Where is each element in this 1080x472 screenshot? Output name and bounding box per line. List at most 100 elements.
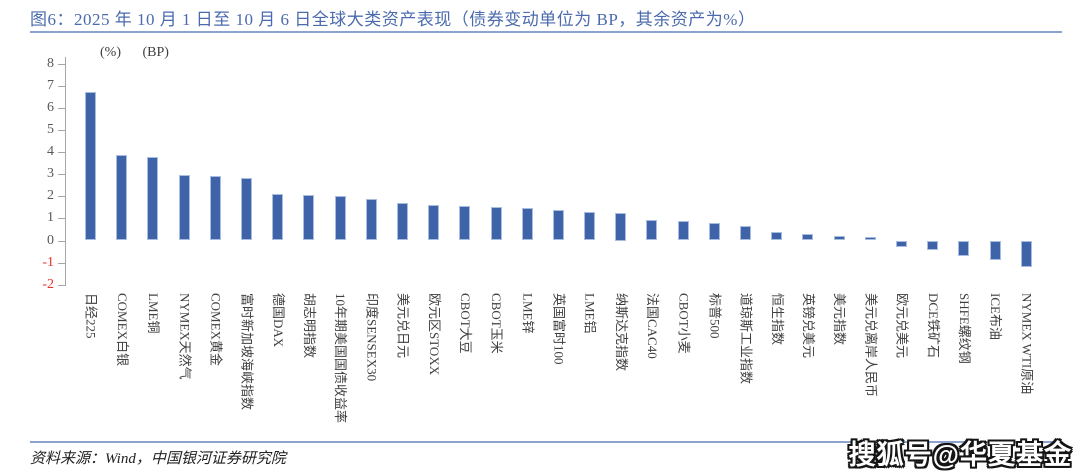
y-tick-label: 3 <box>47 166 54 182</box>
bar <box>895 240 907 248</box>
axis-unit-labels: (%) (BP) <box>100 45 169 61</box>
x-label-column: 富时新加坡海峡指数 <box>231 293 262 410</box>
x-axis-label: 欧元兑美元 <box>894 293 910 359</box>
bar <box>272 194 284 241</box>
bar-column <box>636 55 667 287</box>
bar <box>708 222 720 241</box>
y-tick-mark <box>58 262 65 264</box>
bar <box>584 211 596 241</box>
source-note: 资料来源：Wind，中国银河证券研究院 <box>30 451 286 467</box>
y-tick-mark <box>58 218 65 220</box>
x-axis-label: 美元指数 <box>832 293 848 346</box>
x-axis-label: ICE布油 <box>988 293 1004 340</box>
bar-column <box>231 55 262 287</box>
x-axis-label: 富时新加坡海峡指数 <box>239 293 255 411</box>
y-tick-label: 4 <box>47 144 54 160</box>
x-label-column: LME锌 <box>512 293 543 333</box>
bar <box>771 231 783 241</box>
x-axis-labels: 日经225 COMEX白银 LME铜 NYMEX天然气 COMEX黄金 富时新加坡海峡指数… <box>75 293 1042 423</box>
bar <box>178 175 190 241</box>
x-axis-label: COMEX白银 <box>114 293 130 366</box>
bar-column <box>169 55 200 287</box>
y-tick-label: 7 <box>47 77 54 93</box>
bar <box>646 219 658 241</box>
bar-column <box>75 55 106 287</box>
bar <box>802 233 814 241</box>
x-axis-label: 恒生指数 <box>769 293 785 346</box>
bar <box>241 177 253 241</box>
bar-column <box>356 55 387 287</box>
bar <box>677 220 689 241</box>
x-label-column: 印度SENSEX30 <box>356 293 387 381</box>
x-axis-label: 胡志明指数 <box>302 293 318 359</box>
y-tick-mark <box>58 130 65 131</box>
x-label-column: 道琼斯工业指数 <box>730 293 761 384</box>
x-axis-label: 美元兑离岸人民币 <box>863 293 879 398</box>
x-axis-label: COMEX黄金 <box>208 293 224 366</box>
x-label-column: 美元兑日元 <box>387 293 418 358</box>
bar <box>459 206 471 241</box>
bar <box>740 226 752 241</box>
x-label-column: SHFE螺纹钢 <box>948 293 979 364</box>
y-tick-mark <box>58 63 65 65</box>
bar-column <box>325 55 356 287</box>
x-axis-label: 标普500 <box>707 293 723 339</box>
bar-column <box>106 55 137 287</box>
y-axis <box>65 57 66 286</box>
y-tick-label: -1 <box>42 254 54 270</box>
bar-column <box>449 55 480 287</box>
x-axis-label: 欧元区STOXX <box>426 293 442 376</box>
x-axis-label: CBOT大豆 <box>457 293 473 354</box>
y-tick-mark <box>58 284 65 286</box>
x-label-column: 英国富时100 <box>543 293 574 365</box>
sohu-watermark: 搜狐号@华夏基金 <box>848 440 1072 470</box>
y-tick-label: 2 <box>47 188 54 204</box>
y-tick-mark <box>58 174 65 176</box>
x-label-column: NYMEX WTI原油 <box>1011 293 1042 394</box>
x-label-column: LME铝 <box>574 293 605 333</box>
y-tick-label: 0 <box>47 232 54 248</box>
x-label-column: 纳斯达克指数 <box>605 293 636 371</box>
y-tick-mark <box>58 240 65 242</box>
x-label-column: DCE铁矿石 <box>917 293 948 358</box>
bar <box>428 205 440 241</box>
bar-column <box>886 55 917 287</box>
bar-column <box>792 55 823 287</box>
y-tick-mark <box>58 152 65 154</box>
x-label-column: ICE布油 <box>979 293 1010 340</box>
bar-column <box>824 55 855 287</box>
bar-column <box>979 55 1010 287</box>
x-axis-label: CBOT小麦 <box>676 293 692 354</box>
x-axis-label: LME锌 <box>520 293 536 334</box>
x-label-column: CBOT玉米 <box>480 293 511 354</box>
x-label-column: 美元指数 <box>824 293 855 345</box>
x-axis-label: NYMEX天然气 <box>177 293 193 380</box>
y-tick-label: 5 <box>47 122 54 137</box>
x-label-column: 10年期美国国债收益率 <box>325 293 356 423</box>
bar <box>989 240 1001 261</box>
footer-divider <box>30 441 1062 443</box>
bar-column <box>137 55 168 287</box>
x-label-column: 日经225 <box>75 293 106 339</box>
bar <box>85 92 97 241</box>
x-axis-label: 日经225 <box>83 293 99 339</box>
x-label-column: 恒生指数 <box>761 293 792 345</box>
x-label-column: 标普500 <box>699 293 730 339</box>
bar <box>116 155 128 241</box>
bar <box>1020 240 1032 268</box>
x-axis-label: 英镑兑美元 <box>801 293 817 359</box>
bar-column <box>917 55 948 287</box>
x-label-column: COMEX黄金 <box>200 293 231 366</box>
bar-column <box>761 55 792 287</box>
x-label-column: CBOT大豆 <box>449 293 480 354</box>
bar-column <box>200 55 231 287</box>
figure-title: 图6：2025 年 10 月 1 日至 10 月 6 日全球大类资产表现（债券变… <box>30 10 756 29</box>
bar <box>396 202 408 241</box>
y-tick-mark <box>58 196 65 198</box>
unit-label-bp: (BP) <box>142 45 169 60</box>
x-label-column: 美元兑离岸人民币 <box>855 293 886 397</box>
x-label-column: 英镑兑美元 <box>792 293 823 358</box>
bar-column <box>668 55 699 287</box>
y-tick-label: -2 <box>42 276 54 292</box>
